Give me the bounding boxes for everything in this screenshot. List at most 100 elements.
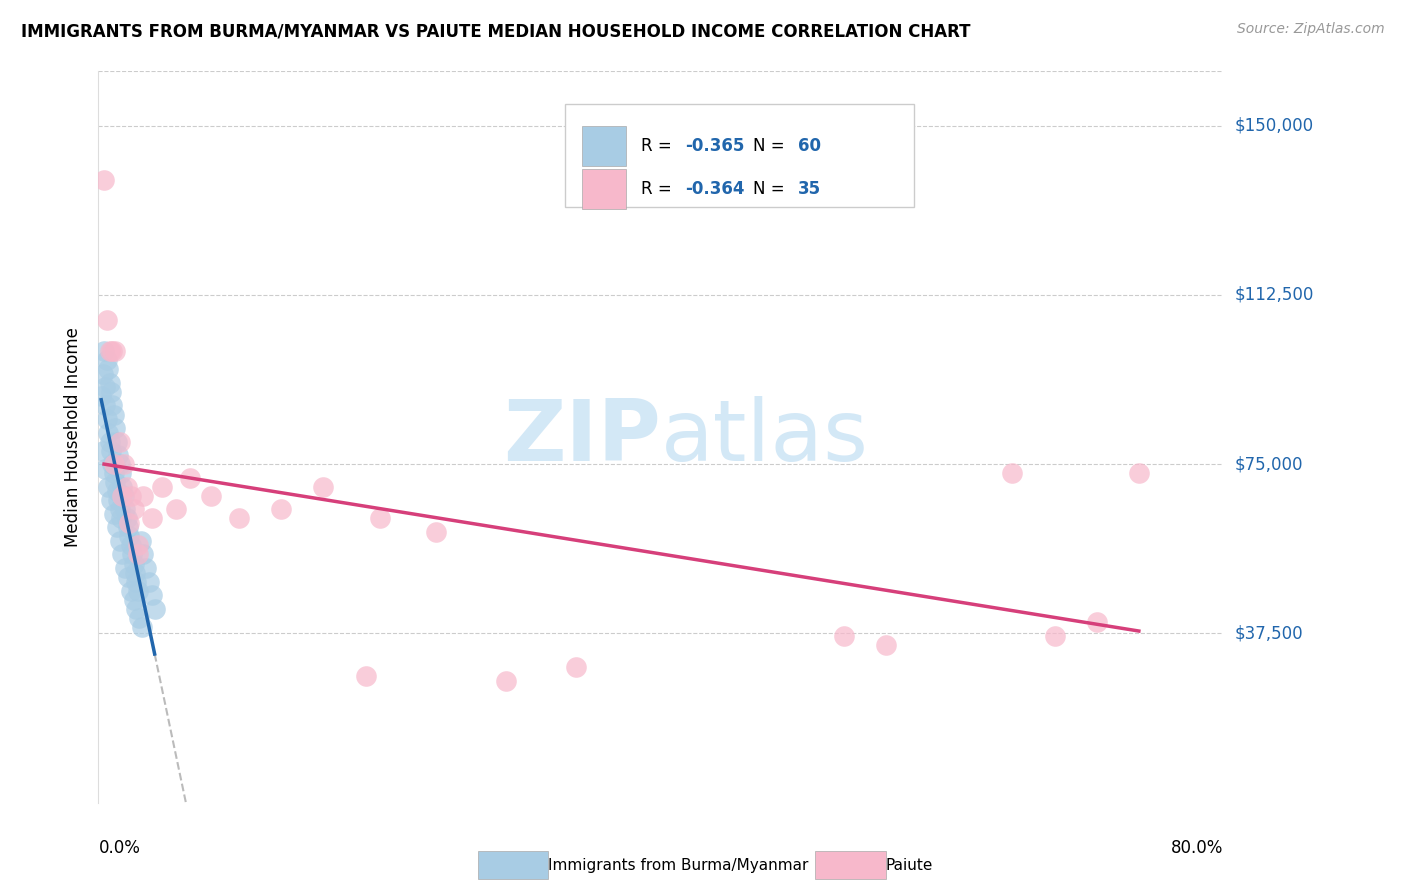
Point (121, 548, 143, 562)
Point (132, 489, 155, 503)
Point (270, 502, 292, 516)
Point (101, 457, 124, 471)
Point (98, 344, 121, 359)
Text: Paiute: Paiute (886, 858, 934, 872)
Point (103, 457, 125, 471)
Point (110, 466, 132, 480)
Point (114, 561, 136, 575)
Point (111, 489, 134, 503)
Text: ZIP: ZIP (503, 395, 661, 479)
Point (150, 480, 173, 494)
Point (425, 524, 447, 539)
Point (107, 493, 129, 508)
Y-axis label: Median Household Income: Median Household Income (65, 327, 83, 547)
Point (122, 502, 145, 516)
Point (117, 520, 139, 534)
Text: $150,000: $150,000 (1234, 117, 1313, 135)
Point (110, 511, 132, 525)
Point (127, 538, 149, 552)
Point (120, 538, 142, 552)
Point (179, 471, 201, 485)
Point (108, 502, 131, 516)
Point (875, 638, 897, 652)
Point (368, 511, 391, 525)
Point (105, 484, 128, 499)
Point (94, 461, 117, 475)
Point (103, 466, 125, 480)
Point (200, 489, 222, 503)
Point (98, 434, 121, 449)
Point (138, 574, 160, 589)
Point (105, 434, 128, 449)
Point (125, 601, 148, 615)
Point (91, 443, 114, 458)
Text: $37,500: $37,500 (1234, 624, 1303, 642)
Point (101, 399, 124, 413)
Point (125, 574, 148, 589)
Text: N =: N = (754, 137, 790, 155)
Text: R =: R = (641, 137, 676, 155)
Point (1128, 466, 1150, 480)
Point (105, 520, 128, 534)
Point (143, 601, 166, 615)
Point (98, 376, 121, 390)
Text: 80.0%: 80.0% (1171, 839, 1223, 857)
Point (1085, 615, 1108, 630)
Point (228, 511, 250, 525)
Point (97, 362, 120, 376)
Point (832, 629, 855, 643)
Point (1001, 466, 1024, 480)
Point (104, 475, 127, 490)
Point (97, 480, 120, 494)
Point (101, 344, 124, 359)
Text: -0.364: -0.364 (686, 180, 745, 198)
Text: N =: N = (754, 180, 790, 198)
Point (495, 673, 517, 688)
Point (91, 367, 114, 381)
Point (127, 583, 149, 598)
Point (104, 344, 127, 359)
Text: atlas: atlas (661, 395, 869, 479)
Point (112, 489, 135, 503)
Point (312, 480, 335, 494)
Point (129, 533, 152, 548)
Point (108, 434, 131, 449)
Text: Immigrants from Burma/Myanmar: Immigrants from Burma/Myanmar (548, 858, 808, 872)
FancyBboxPatch shape (815, 851, 886, 880)
Point (100, 384, 122, 399)
Point (122, 557, 145, 571)
Point (100, 443, 122, 458)
Point (135, 561, 157, 575)
FancyBboxPatch shape (582, 127, 626, 166)
Point (111, 548, 134, 562)
Text: Source: ZipAtlas.com: Source: ZipAtlas.com (1237, 22, 1385, 37)
Point (141, 511, 163, 525)
Point (111, 480, 134, 494)
Point (115, 480, 138, 494)
Text: -0.365: -0.365 (686, 137, 745, 155)
Point (114, 502, 136, 516)
Point (90, 389, 112, 403)
Point (96, 353, 118, 368)
Point (104, 421, 127, 435)
Point (103, 408, 125, 422)
Point (93, 344, 115, 359)
FancyBboxPatch shape (582, 169, 626, 209)
Point (94, 380, 117, 394)
Point (127, 548, 149, 562)
Point (107, 448, 129, 462)
Point (120, 489, 142, 503)
Point (93, 172, 115, 186)
Point (94, 399, 117, 413)
FancyBboxPatch shape (478, 851, 548, 880)
Text: 60: 60 (799, 137, 821, 155)
Point (96, 312, 118, 326)
Point (165, 502, 187, 516)
Point (96, 412, 118, 426)
Point (120, 583, 142, 598)
Text: $112,500: $112,500 (1234, 285, 1313, 304)
Text: $75,000: $75,000 (1234, 455, 1303, 473)
Point (124, 566, 146, 580)
Point (118, 516, 141, 530)
Point (118, 529, 141, 543)
